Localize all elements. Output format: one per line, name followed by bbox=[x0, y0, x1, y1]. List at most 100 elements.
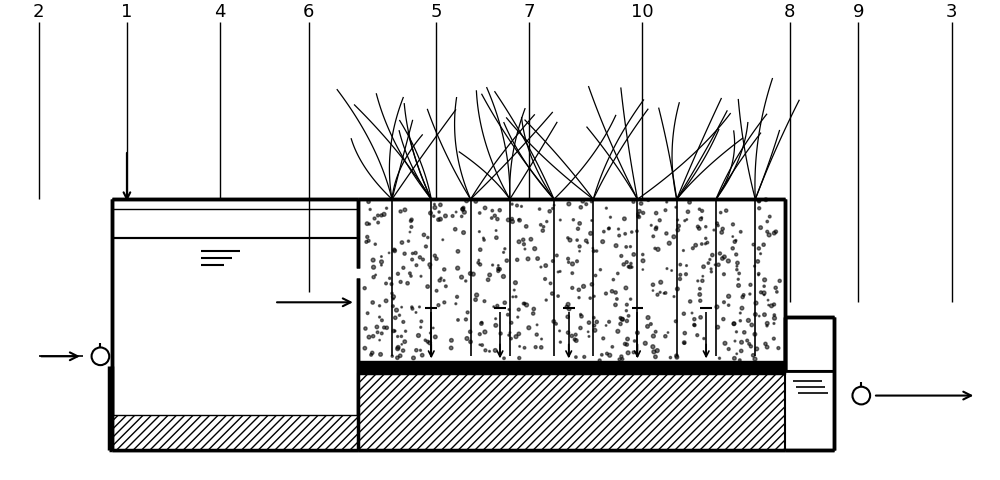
Point bbox=[365, 299, 381, 307]
Point bbox=[666, 233, 682, 241]
Point bbox=[365, 257, 381, 264]
Point bbox=[626, 349, 642, 357]
Point bbox=[370, 329, 386, 336]
Point bbox=[633, 200, 649, 208]
Point bbox=[672, 271, 688, 279]
Point bbox=[759, 320, 775, 327]
Point bbox=[602, 352, 618, 360]
Point bbox=[521, 324, 537, 332]
Point bbox=[518, 223, 534, 231]
Point bbox=[761, 231, 777, 239]
Point bbox=[366, 264, 382, 272]
Point bbox=[392, 352, 408, 360]
Point bbox=[395, 264, 411, 272]
Point bbox=[614, 316, 630, 324]
Point bbox=[382, 275, 398, 283]
Point bbox=[583, 230, 599, 238]
Point bbox=[538, 297, 554, 304]
Point bbox=[456, 229, 472, 237]
Point bbox=[626, 251, 642, 259]
Point bbox=[567, 336, 583, 344]
Point bbox=[694, 277, 710, 285]
Point bbox=[509, 202, 525, 210]
Point bbox=[694, 208, 710, 216]
Point bbox=[727, 337, 743, 345]
Point bbox=[728, 251, 744, 259]
Point bbox=[587, 327, 603, 335]
Point bbox=[711, 355, 727, 362]
Point bbox=[729, 266, 745, 274]
Point bbox=[710, 324, 726, 331]
Point bbox=[691, 206, 707, 214]
Point bbox=[489, 216, 505, 224]
Point bbox=[443, 344, 459, 352]
Point bbox=[643, 321, 659, 328]
Point bbox=[618, 307, 634, 315]
Point bbox=[561, 259, 577, 266]
Point bbox=[569, 237, 585, 244]
Point bbox=[500, 311, 516, 319]
Point bbox=[617, 340, 633, 348]
Point bbox=[397, 251, 413, 258]
Point bbox=[389, 354, 405, 362]
Point bbox=[676, 310, 692, 318]
Point bbox=[503, 335, 519, 343]
Point bbox=[437, 213, 453, 220]
Point bbox=[357, 345, 373, 352]
Point bbox=[384, 353, 400, 360]
Point bbox=[610, 328, 626, 336]
Point bbox=[692, 291, 708, 299]
Point bbox=[528, 344, 544, 351]
Point bbox=[445, 213, 461, 220]
Point bbox=[757, 340, 773, 348]
Text: 9: 9 bbox=[853, 2, 864, 21]
Point bbox=[387, 314, 403, 322]
Point bbox=[533, 222, 549, 229]
Point bbox=[393, 208, 409, 216]
Point bbox=[721, 302, 737, 310]
Point bbox=[474, 319, 490, 327]
Point bbox=[414, 352, 430, 360]
Point bbox=[653, 279, 669, 287]
Point bbox=[361, 334, 377, 341]
Point bbox=[488, 315, 504, 323]
Point bbox=[691, 225, 707, 233]
Point bbox=[379, 205, 395, 213]
Point bbox=[598, 290, 614, 298]
Point bbox=[715, 226, 731, 233]
Point bbox=[430, 302, 446, 310]
Point bbox=[695, 273, 711, 280]
Point bbox=[594, 351, 610, 359]
Point bbox=[390, 345, 406, 353]
Point bbox=[448, 209, 464, 216]
Point bbox=[682, 298, 698, 306]
Point bbox=[489, 302, 505, 310]
Point bbox=[747, 356, 763, 363]
Point bbox=[652, 289, 668, 297]
Point bbox=[512, 217, 528, 225]
Point bbox=[756, 289, 772, 297]
Point bbox=[472, 331, 488, 338]
Point bbox=[422, 339, 438, 347]
Point bbox=[361, 221, 377, 228]
Point bbox=[635, 210, 651, 217]
Point bbox=[643, 222, 659, 229]
Point bbox=[744, 322, 760, 329]
Point bbox=[564, 270, 580, 277]
Point bbox=[385, 293, 401, 301]
Point bbox=[736, 329, 752, 336]
Point bbox=[560, 301, 576, 309]
Point bbox=[619, 259, 635, 266]
Text: 4: 4 bbox=[214, 2, 226, 21]
Point bbox=[747, 263, 763, 270]
Point bbox=[370, 212, 386, 220]
Point bbox=[730, 276, 746, 284]
Point bbox=[648, 210, 664, 217]
Point bbox=[427, 204, 443, 212]
Point bbox=[379, 324, 395, 332]
Point bbox=[751, 245, 767, 253]
Point bbox=[595, 238, 611, 246]
Point bbox=[598, 322, 614, 330]
Point bbox=[623, 296, 639, 303]
Point bbox=[484, 207, 500, 215]
